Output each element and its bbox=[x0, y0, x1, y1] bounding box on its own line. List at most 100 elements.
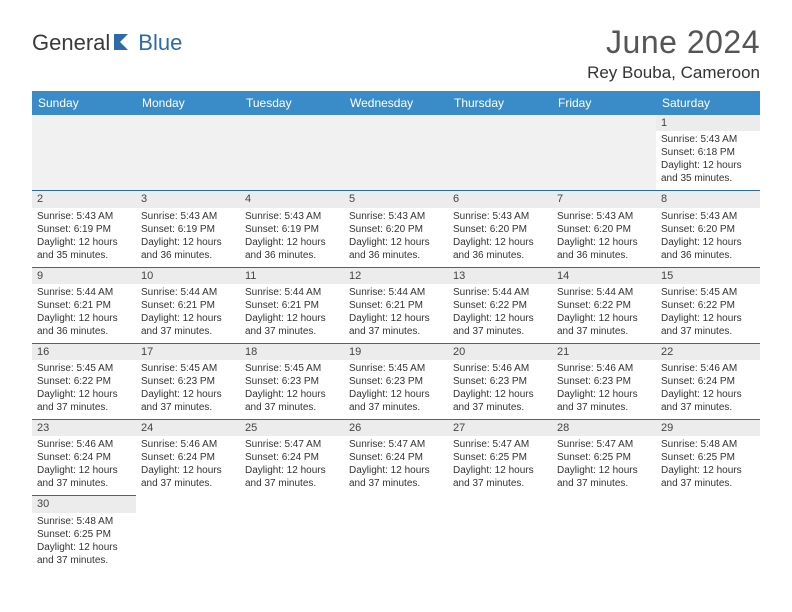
calendar-cell bbox=[344, 496, 448, 572]
sunrise-line: Sunrise: 5:43 AM bbox=[557, 210, 651, 223]
sunrise-line: Sunrise: 5:48 AM bbox=[661, 438, 755, 451]
sunrise-line: Sunrise: 5:45 AM bbox=[661, 286, 755, 299]
calendar-cell bbox=[344, 115, 448, 191]
sunset-line: Sunset: 6:23 PM bbox=[557, 375, 651, 388]
day-number: 27 bbox=[448, 420, 552, 436]
sunrise-line: Sunrise: 5:43 AM bbox=[453, 210, 547, 223]
calendar-cell bbox=[32, 115, 136, 191]
flag-icon bbox=[114, 32, 136, 55]
day-number: 7 bbox=[552, 191, 656, 207]
daylight-line: Daylight: 12 hours and 37 minutes. bbox=[661, 388, 755, 414]
brand-part1: General bbox=[32, 30, 110, 56]
sunset-line: Sunset: 6:19 PM bbox=[37, 223, 131, 236]
day-number: 18 bbox=[240, 344, 344, 360]
calendar-cell: 20Sunrise: 5:46 AMSunset: 6:23 PMDayligh… bbox=[448, 343, 552, 419]
sunrise-line: Sunrise: 5:43 AM bbox=[349, 210, 443, 223]
day-number: 4 bbox=[240, 191, 344, 207]
table-row: 1Sunrise: 5:43 AMSunset: 6:18 PMDaylight… bbox=[32, 115, 760, 191]
table-row: 2Sunrise: 5:43 AMSunset: 6:19 PMDaylight… bbox=[32, 191, 760, 267]
brand-logo: General Blue bbox=[32, 24, 182, 56]
sunrise-line: Sunrise: 5:43 AM bbox=[661, 133, 755, 146]
daylight-line: Daylight: 12 hours and 37 minutes. bbox=[453, 388, 547, 414]
brand-part2: Blue bbox=[138, 30, 182, 56]
sunrise-line: Sunrise: 5:46 AM bbox=[453, 362, 547, 375]
calendar-cell: 12Sunrise: 5:44 AMSunset: 6:21 PMDayligh… bbox=[344, 267, 448, 343]
calendar-cell: 3Sunrise: 5:43 AMSunset: 6:19 PMDaylight… bbox=[136, 191, 240, 267]
calendar-cell: 10Sunrise: 5:44 AMSunset: 6:21 PMDayligh… bbox=[136, 267, 240, 343]
sunrise-line: Sunrise: 5:43 AM bbox=[245, 210, 339, 223]
day-number: 29 bbox=[656, 420, 760, 436]
calendar-cell: 8Sunrise: 5:43 AMSunset: 6:20 PMDaylight… bbox=[656, 191, 760, 267]
day-number: 12 bbox=[344, 268, 448, 284]
header: General Blue June 2024 Rey Bouba, Camero… bbox=[32, 24, 760, 83]
sunset-line: Sunset: 6:25 PM bbox=[453, 451, 547, 464]
calendar-cell: 24Sunrise: 5:46 AMSunset: 6:24 PMDayligh… bbox=[136, 420, 240, 496]
daylight-line: Daylight: 12 hours and 37 minutes. bbox=[661, 312, 755, 338]
daylight-line: Daylight: 12 hours and 35 minutes. bbox=[661, 159, 755, 185]
calendar-cell: 4Sunrise: 5:43 AMSunset: 6:19 PMDaylight… bbox=[240, 191, 344, 267]
sunrise-line: Sunrise: 5:44 AM bbox=[37, 286, 131, 299]
sunset-line: Sunset: 6:24 PM bbox=[349, 451, 443, 464]
day-number: 3 bbox=[136, 191, 240, 207]
sunrise-line: Sunrise: 5:43 AM bbox=[141, 210, 235, 223]
day-number: 23 bbox=[32, 420, 136, 436]
calendar-cell: 19Sunrise: 5:45 AMSunset: 6:23 PMDayligh… bbox=[344, 343, 448, 419]
daylight-line: Daylight: 12 hours and 37 minutes. bbox=[349, 464, 443, 490]
col-tue: Tuesday bbox=[240, 91, 344, 115]
calendar-cell: 15Sunrise: 5:45 AMSunset: 6:22 PMDayligh… bbox=[656, 267, 760, 343]
sunset-line: Sunset: 6:22 PM bbox=[661, 299, 755, 312]
daylight-line: Daylight: 12 hours and 37 minutes. bbox=[37, 541, 131, 567]
day-number: 19 bbox=[344, 344, 448, 360]
calendar-cell: 9Sunrise: 5:44 AMSunset: 6:21 PMDaylight… bbox=[32, 267, 136, 343]
calendar-cell: 17Sunrise: 5:45 AMSunset: 6:23 PMDayligh… bbox=[136, 343, 240, 419]
title-block: June 2024 Rey Bouba, Cameroon bbox=[587, 24, 760, 83]
sunset-line: Sunset: 6:21 PM bbox=[37, 299, 131, 312]
daylight-line: Daylight: 12 hours and 37 minutes. bbox=[349, 388, 443, 414]
day-number: 24 bbox=[136, 420, 240, 436]
calendar-cell: 16Sunrise: 5:45 AMSunset: 6:22 PMDayligh… bbox=[32, 343, 136, 419]
day-number: 11 bbox=[240, 268, 344, 284]
calendar-cell: 13Sunrise: 5:44 AMSunset: 6:22 PMDayligh… bbox=[448, 267, 552, 343]
calendar-cell: 1Sunrise: 5:43 AMSunset: 6:18 PMDaylight… bbox=[656, 115, 760, 191]
daylight-line: Daylight: 12 hours and 37 minutes. bbox=[245, 464, 339, 490]
daylight-line: Daylight: 12 hours and 37 minutes. bbox=[453, 312, 547, 338]
sunrise-line: Sunrise: 5:46 AM bbox=[37, 438, 131, 451]
sunset-line: Sunset: 6:20 PM bbox=[349, 223, 443, 236]
daylight-line: Daylight: 12 hours and 36 minutes. bbox=[661, 236, 755, 262]
calendar-cell: 21Sunrise: 5:46 AMSunset: 6:23 PMDayligh… bbox=[552, 343, 656, 419]
daylight-line: Daylight: 12 hours and 36 minutes. bbox=[349, 236, 443, 262]
calendar-cell bbox=[552, 496, 656, 572]
sunrise-line: Sunrise: 5:44 AM bbox=[453, 286, 547, 299]
day-number: 30 bbox=[32, 496, 136, 512]
calendar-cell: 6Sunrise: 5:43 AMSunset: 6:20 PMDaylight… bbox=[448, 191, 552, 267]
table-row: 9Sunrise: 5:44 AMSunset: 6:21 PMDaylight… bbox=[32, 267, 760, 343]
calendar-cell: 23Sunrise: 5:46 AMSunset: 6:24 PMDayligh… bbox=[32, 420, 136, 496]
calendar-cell: 11Sunrise: 5:44 AMSunset: 6:21 PMDayligh… bbox=[240, 267, 344, 343]
day-number: 26 bbox=[344, 420, 448, 436]
daylight-line: Daylight: 12 hours and 37 minutes. bbox=[141, 312, 235, 338]
calendar-cell: 28Sunrise: 5:47 AMSunset: 6:25 PMDayligh… bbox=[552, 420, 656, 496]
calendar-cell: 27Sunrise: 5:47 AMSunset: 6:25 PMDayligh… bbox=[448, 420, 552, 496]
sunset-line: Sunset: 6:21 PM bbox=[349, 299, 443, 312]
day-number: 14 bbox=[552, 268, 656, 284]
sunrise-line: Sunrise: 5:46 AM bbox=[557, 362, 651, 375]
sunset-line: Sunset: 6:25 PM bbox=[661, 451, 755, 464]
calendar-cell bbox=[240, 115, 344, 191]
sunrise-line: Sunrise: 5:46 AM bbox=[661, 362, 755, 375]
col-mon: Monday bbox=[136, 91, 240, 115]
sunset-line: Sunset: 6:24 PM bbox=[141, 451, 235, 464]
daylight-line: Daylight: 12 hours and 37 minutes. bbox=[37, 388, 131, 414]
sunset-line: Sunset: 6:23 PM bbox=[349, 375, 443, 388]
sunset-line: Sunset: 6:23 PM bbox=[453, 375, 547, 388]
day-number: 17 bbox=[136, 344, 240, 360]
calendar-cell: 2Sunrise: 5:43 AMSunset: 6:19 PMDaylight… bbox=[32, 191, 136, 267]
daylight-line: Daylight: 12 hours and 36 minutes. bbox=[37, 312, 131, 338]
daylight-line: Daylight: 12 hours and 37 minutes. bbox=[37, 464, 131, 490]
sunset-line: Sunset: 6:20 PM bbox=[453, 223, 547, 236]
day-number: 28 bbox=[552, 420, 656, 436]
daylight-line: Daylight: 12 hours and 37 minutes. bbox=[245, 388, 339, 414]
daylight-line: Daylight: 12 hours and 35 minutes. bbox=[37, 236, 131, 262]
table-row: 23Sunrise: 5:46 AMSunset: 6:24 PMDayligh… bbox=[32, 420, 760, 496]
day-number: 10 bbox=[136, 268, 240, 284]
calendar-cell: 22Sunrise: 5:46 AMSunset: 6:24 PMDayligh… bbox=[656, 343, 760, 419]
